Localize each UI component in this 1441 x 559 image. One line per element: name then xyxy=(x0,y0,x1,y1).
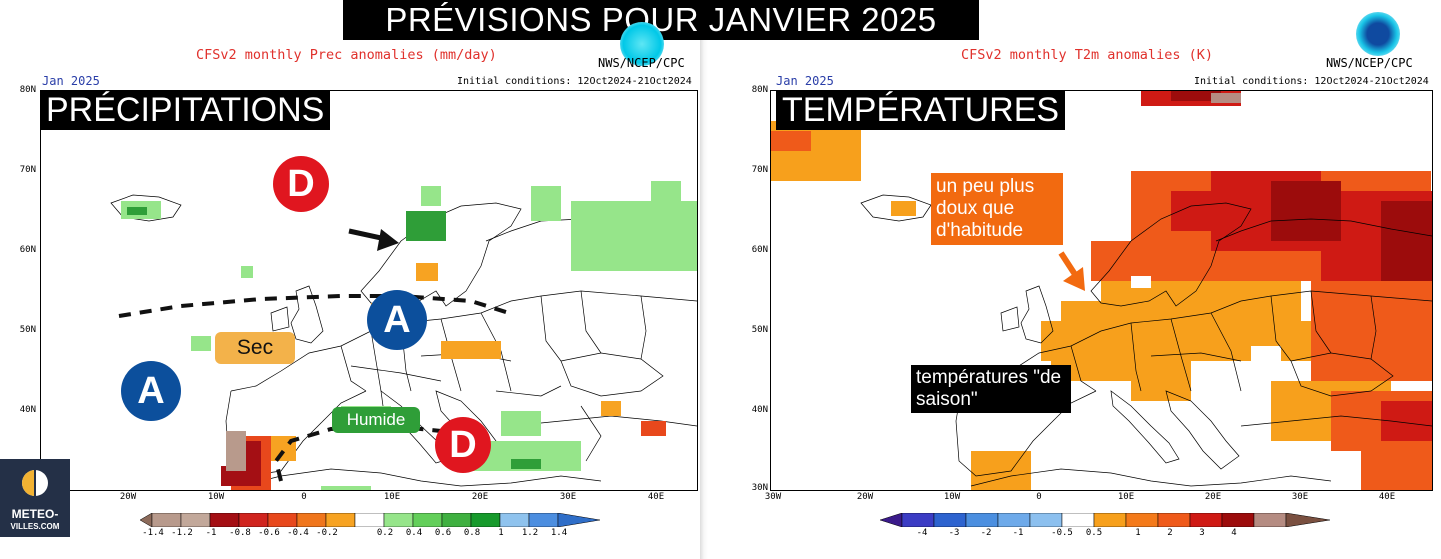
colorbar-tick: 1 xyxy=(1135,528,1141,538)
noaa-logo-icon xyxy=(1356,12,1400,56)
colorbar-tick: 0.6 xyxy=(434,528,452,538)
lon-label: 0 xyxy=(1036,492,1042,502)
page-banner-title: PRÉVISIONS POUR JANVIER 2025 xyxy=(343,0,979,40)
temp-tag: TEMPÉRATURES xyxy=(776,90,1066,130)
logo-text-line2: VILLES.COM xyxy=(10,522,60,531)
colorbar-tick: -1.2 xyxy=(171,528,193,538)
high-pressure-marker: A xyxy=(121,361,181,421)
lat-label: 40N xyxy=(751,405,768,415)
lon-label: 40E xyxy=(1378,492,1396,502)
colorbar-tick: -1.4 xyxy=(142,528,164,538)
lon-label: 30E xyxy=(1291,492,1309,502)
seasonal-note: températures "de saison" xyxy=(911,365,1071,413)
colorbar-tick: 1 xyxy=(498,528,504,538)
logo-text-line1: METEO- xyxy=(11,507,59,521)
colorbar-tick: 4 xyxy=(1231,528,1237,538)
colorbar-tick: 1.4 xyxy=(550,528,568,538)
temperature-map-graphic xyxy=(771,91,1432,490)
lon-label: 10W xyxy=(207,492,225,502)
lon-label: 30E xyxy=(559,492,577,502)
wet-label: Humide xyxy=(332,407,420,433)
lon-label: 10W xyxy=(943,492,961,502)
lat-label: 30N xyxy=(751,483,768,493)
temp-map-title: CFSv2 monthly T2m anomalies (K) xyxy=(961,47,1213,63)
precip-map-title: CFSv2 monthly Prec anomalies (mm/day) xyxy=(196,47,497,63)
lat-label: 50N xyxy=(19,325,36,335)
lat-label: 60N xyxy=(751,245,768,255)
lon-label: 10E xyxy=(383,492,401,502)
colorbar-tick: 0.2 xyxy=(376,528,394,538)
warm-note: un peu plus doux que d'habitude xyxy=(931,173,1063,245)
lat-label: 50N xyxy=(751,325,768,335)
lon-label: 0 xyxy=(301,492,307,502)
colorbar-tick: 1.2 xyxy=(521,528,539,538)
low-pressure-marker: D xyxy=(435,417,491,473)
colorbar-tick: 2 xyxy=(1167,528,1173,538)
precip-agency: NWS/NCEP/CPC xyxy=(598,56,685,70)
lon-label: 10E xyxy=(1117,492,1135,502)
colorbar-tick: 0.4 xyxy=(405,528,423,538)
lat-label: 40N xyxy=(19,405,36,415)
lat-label: 80N xyxy=(751,85,768,95)
colorbar-tick: -0.2 xyxy=(316,528,338,538)
precip-colorbar xyxy=(140,513,600,527)
meteo-villes-logo: METEO- VILLES.COM xyxy=(0,459,70,537)
panel-divider xyxy=(700,40,708,559)
colorbar-tick: 3 xyxy=(1199,528,1205,538)
colorbar-tick: -4 xyxy=(916,528,928,538)
lon-label: 20W xyxy=(856,492,874,502)
lon-label: 20W xyxy=(119,492,137,502)
temperature-colorbar xyxy=(880,513,1330,527)
high-pressure-marker: A xyxy=(367,290,427,350)
lat-label: 80N xyxy=(19,85,36,95)
precip-init-conditions: Initial conditions: 12Oct2024-21Oct2024 xyxy=(457,76,692,87)
colorbar-tick: -3 xyxy=(948,528,960,538)
colorbar-tick: -1 xyxy=(205,528,217,538)
colorbar-tick: -0.5 xyxy=(1051,528,1073,538)
lon-label: 20E xyxy=(471,492,489,502)
temp-init-conditions: Initial conditions: 12Oct2024-21Oct2024 xyxy=(1194,76,1429,87)
precipitation-panel: CFSv2 monthly Prec anomalies (mm/day) NW… xyxy=(0,22,703,559)
precip-month: Jan 2025 xyxy=(42,74,100,88)
noaa-logo-icon xyxy=(620,22,664,66)
colorbar-tick: 0.5 xyxy=(1085,528,1103,538)
temp-agency: NWS/NCEP/CPC xyxy=(1326,56,1413,70)
lat-label: 70N xyxy=(19,165,36,175)
colorbar-tick: -2 xyxy=(980,528,992,538)
temperature-map xyxy=(770,90,1433,491)
colorbar-tick: -0.4 xyxy=(287,528,309,538)
colorbar-tick: -1 xyxy=(1012,528,1024,538)
temperature-panel: CFSv2 monthly T2m anomalies (K) NWS/NCEP… xyxy=(706,12,1441,559)
lon-label: 20E xyxy=(1204,492,1222,502)
lat-label: 60N xyxy=(19,245,36,255)
colorbar-tick: 0.8 xyxy=(463,528,481,538)
precip-tag: PRÉCIPITATIONS xyxy=(40,90,331,130)
low-pressure-marker: D xyxy=(273,156,329,212)
dry-label: Sec xyxy=(215,332,295,364)
colorbar-tick: -0.8 xyxy=(229,528,251,538)
colorbar-tick: -0.6 xyxy=(258,528,280,538)
logo-sun-icon xyxy=(22,470,48,496)
lon-label: 40E xyxy=(647,492,665,502)
lon-label: 30W xyxy=(764,492,782,502)
temp-month: Jan 2025 xyxy=(776,74,834,88)
lat-label: 70N xyxy=(751,165,768,175)
